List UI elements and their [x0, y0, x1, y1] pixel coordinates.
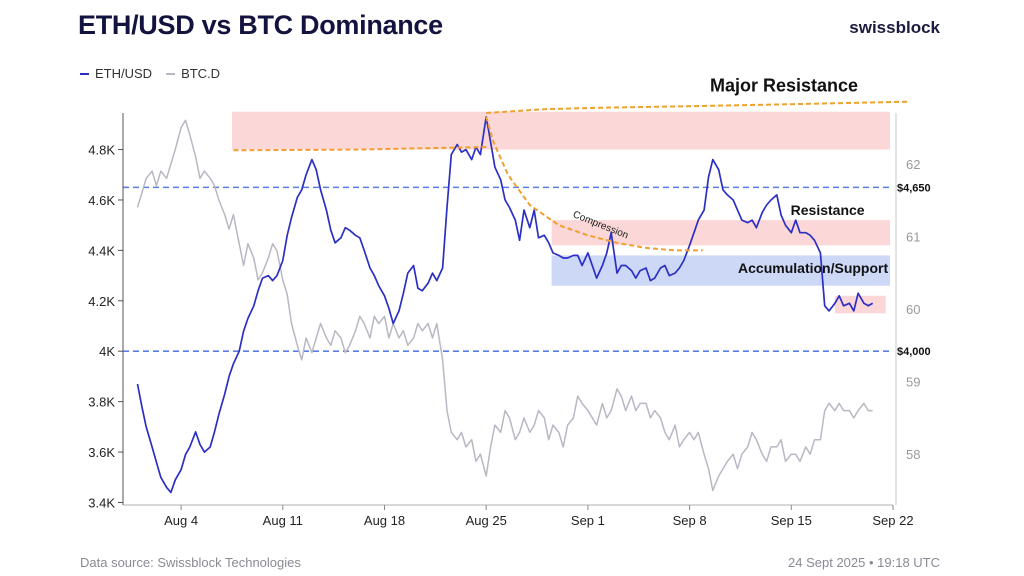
- y-left-tick-label-5: 4.4K: [88, 243, 115, 258]
- y-left-tick-label-2: 3.8K: [88, 395, 115, 410]
- axes-layer: 3.4K 3.6K 3.8K 4K 4.2K 4.4K 4.6K 4.8K 58 59 60 61 62…: [88, 113, 920, 528]
- legend: ETH/USD BTC.D: [80, 66, 220, 81]
- annotation-major-resistance: Major Resistance: [710, 76, 858, 96]
- y-left-tick-label-6: 4.6K: [88, 193, 115, 208]
- legend-swatch-eth: [80, 72, 89, 75]
- legend-item-btcd: BTC.D: [166, 66, 220, 81]
- levels-layer: $4,650 $4,000: [123, 182, 931, 358]
- legend-label-eth: ETH/USD: [95, 66, 153, 81]
- series-line-ethusd: [136, 115, 874, 494]
- curve-compression: [485, 116, 703, 252]
- y-left-tick-label-7: 4.8K: [88, 143, 115, 158]
- x-tick-label-0: Aug 4: [164, 513, 198, 528]
- y-left-tick-label-4: 4.2K: [88, 294, 115, 309]
- btcd-layer: [136, 119, 873, 492]
- legend-label-btcd: BTC.D: [181, 66, 221, 81]
- x-tick-label-3: Aug 25: [466, 513, 507, 528]
- level-label-0: $4,650: [897, 182, 931, 194]
- zone-support-2: [551, 255, 890, 286]
- y-right-tick-label-4: 62: [906, 157, 920, 172]
- x-tick-label-7: Sep 22: [872, 513, 913, 528]
- y-left-tick-label-0: 3.4K: [88, 495, 115, 510]
- y-right-tick-label-0: 58: [906, 447, 920, 462]
- y-left-tick-label-3: 4K: [99, 344, 115, 359]
- zone-resistance-0: [231, 111, 890, 150]
- x-tick-label-2: Aug 18: [364, 513, 405, 528]
- level-label-1: $4,000: [897, 346, 931, 358]
- zone-resistance-3: [834, 295, 886, 314]
- annotation-accumulation-support: Accumulation/Support: [738, 260, 888, 276]
- y-right-tick-label-1: 59: [906, 375, 920, 390]
- series-line-btcd: [136, 119, 873, 492]
- legend-item-eth: ETH/USD: [80, 66, 152, 81]
- annotation-resistance: Resistance: [791, 202, 865, 218]
- data-source: Data source: Swissblock Technologies: [80, 555, 301, 570]
- y-right-tick-label-2: 60: [906, 302, 920, 317]
- x-tick-label-5: Sep 8: [673, 513, 707, 528]
- legend-swatch-btcd: [166, 72, 176, 75]
- timestamp: 24 Sept 2025 • 19:18 UTC: [788, 555, 940, 570]
- curve-resistance-bottom: [233, 146, 487, 152]
- x-tick-label-1: Aug 11: [263, 513, 303, 528]
- chart-title: ETH/USD vs BTC Dominance: [78, 10, 443, 40]
- brand-logo: swissblock: [849, 18, 940, 37]
- x-tick-label-6: Sep 15: [771, 513, 812, 528]
- eth-layer: [136, 115, 874, 494]
- curves-layer: [233, 100, 908, 252]
- y-left-tick-label-1: 3.6K: [88, 445, 115, 460]
- y-right-tick-label-3: 61: [906, 229, 920, 244]
- x-tick-label-4: Sep 1: [571, 513, 605, 528]
- curve-resistance-top: [486, 100, 908, 114]
